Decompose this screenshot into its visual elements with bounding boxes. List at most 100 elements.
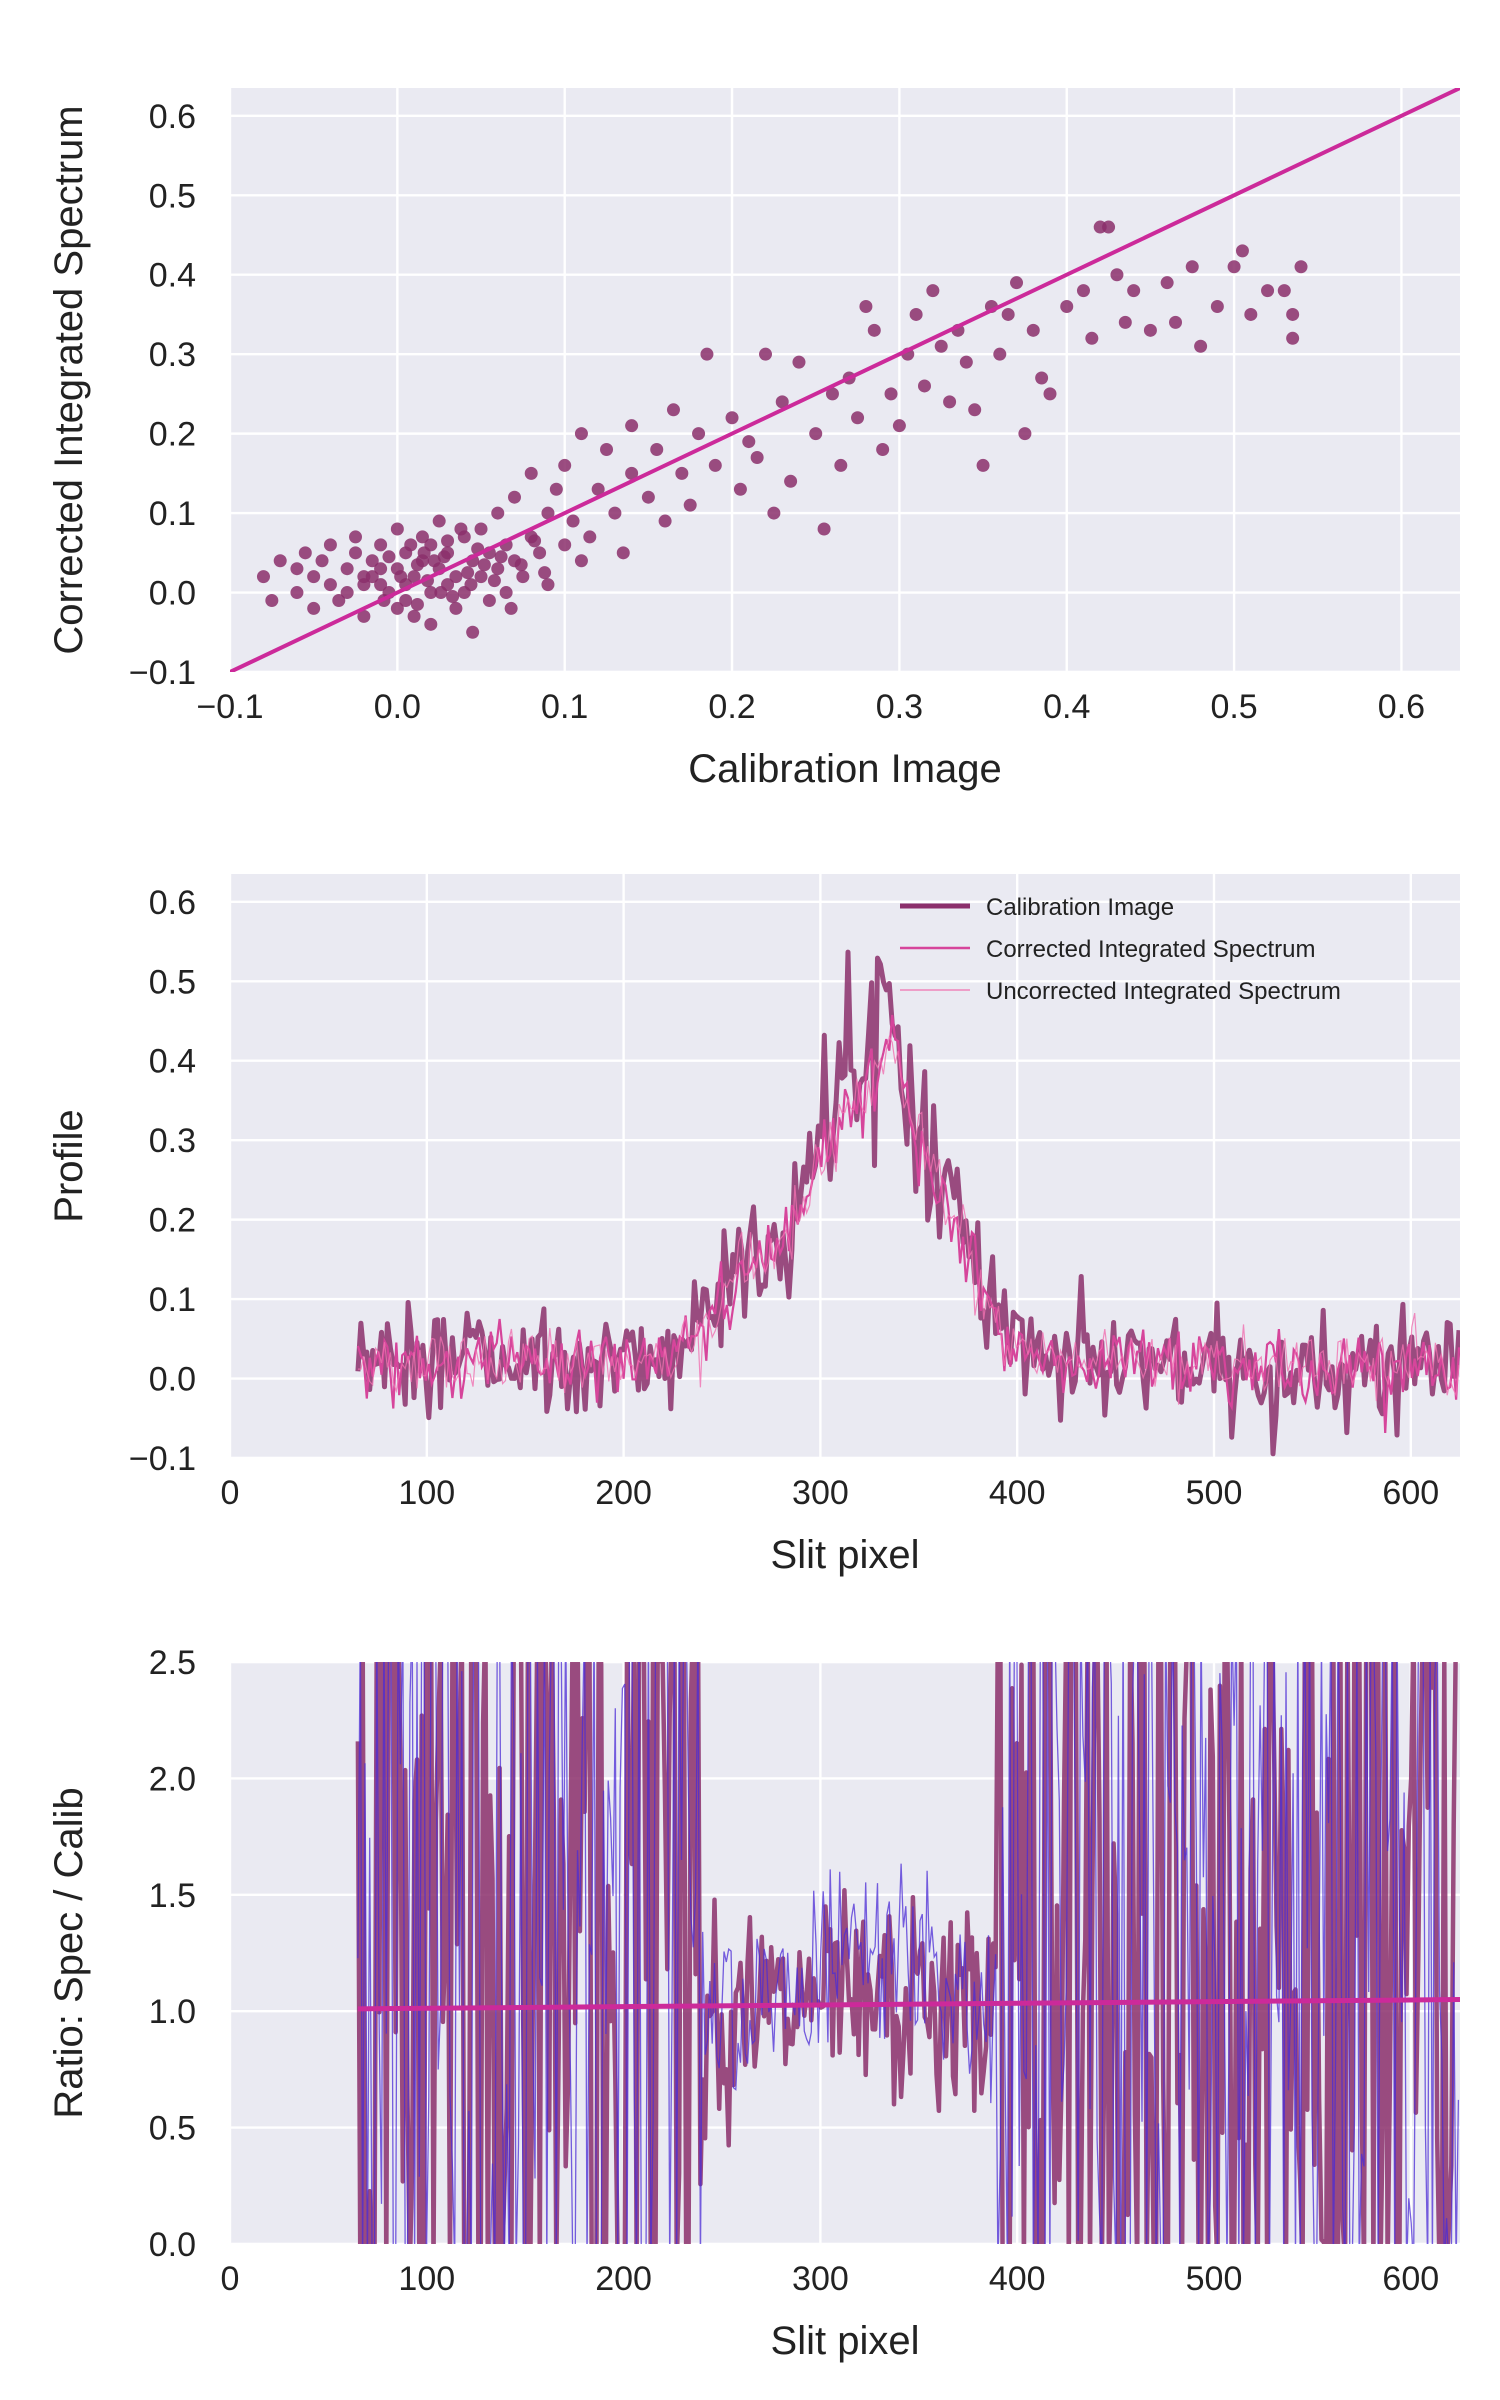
scatter-point <box>1185 260 1199 274</box>
scatter-point <box>650 443 664 457</box>
x-tick-label: 500 <box>1186 2260 1243 2298</box>
x-tick-label: 400 <box>989 1474 1046 1512</box>
scatter-point <box>541 578 555 592</box>
scatter-point <box>968 403 982 417</box>
scatter-point <box>767 506 781 520</box>
scatter-point <box>666 403 680 417</box>
scatter-point <box>566 514 580 528</box>
scatter-point <box>1060 300 1074 314</box>
scatter-point <box>725 411 739 425</box>
scatter-point <box>514 558 528 572</box>
ratio-line-uncorrected <box>357 1662 1460 2244</box>
scatter-point <box>374 578 388 592</box>
tick-labels: 0 100 200 300 400 500 600 0.0 0.5 1.0 1.5 2.0 2.5 <box>149 1644 1439 2298</box>
y-tick-label: 0.5 <box>149 2110 196 2148</box>
scatter-point <box>365 554 379 568</box>
scatter-point <box>1102 220 1116 234</box>
scatter-point <box>708 458 722 472</box>
scatter-point <box>427 554 441 568</box>
y-axis-label: Corrected Integrated Spectrum <box>47 105 91 654</box>
scatter-point <box>1143 323 1157 337</box>
scatter-point <box>1010 276 1024 290</box>
x-tick-label: 0 <box>221 1474 240 1512</box>
x-tick-label: 0.6 <box>1378 688 1425 726</box>
x-axis-label: Calibration Image <box>688 747 1002 791</box>
tick-labels: 0 100 200 300 400 500 600 −0.1 0.0 0.1 0.2 0.3 0.4 0.… <box>129 884 1439 1512</box>
scatter-point <box>374 562 388 576</box>
scatter-point <box>516 570 530 584</box>
scatter-point <box>390 522 404 536</box>
scatter-point <box>365 570 379 584</box>
scatter-point <box>449 570 463 584</box>
y-tick-label: 0.5 <box>149 963 196 1001</box>
scatter-point <box>792 355 806 369</box>
y-tick-label: 2.5 <box>149 1644 196 1682</box>
scatter-point <box>374 538 388 552</box>
clipped-marks <box>355 949 1460 1457</box>
scatter-point <box>524 466 538 480</box>
scatter-point <box>574 427 588 441</box>
y-tick-label: −0.1 <box>129 654 196 692</box>
scatter-point <box>491 506 505 520</box>
scatter-point <box>298 546 312 560</box>
legend: Calibration Image Corrected Integrated S… <box>900 894 1341 1005</box>
scatter-point <box>407 570 421 584</box>
x-tick-label: 300 <box>792 1474 849 1512</box>
scatter-point <box>1194 339 1208 353</box>
scatter-point <box>538 566 552 580</box>
scatter-point <box>340 562 354 576</box>
scatter-point <box>491 562 505 576</box>
data-marks <box>355 1662 1460 2244</box>
scatter-point <box>499 586 513 600</box>
x-tick-label: 0.3 <box>876 688 923 726</box>
scatter-point <box>625 466 639 480</box>
gridlines <box>228 88 1460 674</box>
scatter-point <box>943 395 957 409</box>
scatter-point <box>1018 427 1032 441</box>
x-tick-label: 200 <box>595 2260 652 2298</box>
scatter-point <box>1001 307 1015 321</box>
scatter-point <box>399 593 413 607</box>
scatter-point <box>407 609 421 623</box>
scatter-point <box>733 482 747 496</box>
x-tick-label: 0.1 <box>541 688 588 726</box>
scatter-point <box>1169 315 1183 329</box>
scatter-point <box>775 395 789 409</box>
scatter-point <box>867 323 881 337</box>
scatter-point <box>541 506 555 520</box>
scatter-point <box>394 570 408 584</box>
scatter-point <box>759 347 773 361</box>
x-tick-label: 100 <box>398 1474 455 1512</box>
scatter-point <box>323 578 337 592</box>
scatter-point <box>658 514 672 528</box>
scatter-point <box>441 534 455 548</box>
y-tick-label: 0.5 <box>149 177 196 215</box>
scatter-point <box>477 558 491 572</box>
scatter-point <box>825 387 839 401</box>
scatter-point <box>256 570 270 584</box>
scatter-point <box>591 482 605 496</box>
scatter-point <box>750 450 764 464</box>
scatter-point <box>482 593 496 607</box>
legend-label-uncorrected: Uncorrected Integrated Spectrum <box>986 978 1341 1005</box>
x-tick-label: 0.4 <box>1043 688 1090 726</box>
y-tick-label: 0.0 <box>149 1361 196 1399</box>
scatter-point <box>446 590 460 604</box>
scatter-point <box>1127 284 1141 298</box>
scatter-point <box>683 498 697 512</box>
scatter-point <box>851 411 865 425</box>
series-line-uncorrected <box>357 1035 1460 1405</box>
scatter-point <box>1210 300 1224 314</box>
scatter-point <box>583 530 597 544</box>
scatter-point <box>265 593 279 607</box>
scatter-point <box>1286 307 1300 321</box>
x-tick-label: 0.0 <box>374 688 421 726</box>
scatter-point <box>273 554 287 568</box>
scatter-point <box>934 339 948 353</box>
scatter-point <box>616 546 630 560</box>
scatter-point <box>410 558 424 572</box>
x-tick-label: 0.5 <box>1210 688 1257 726</box>
x-tick-label: 0.2 <box>708 688 755 726</box>
scatter-point <box>307 601 321 615</box>
scatter-point <box>817 522 831 536</box>
